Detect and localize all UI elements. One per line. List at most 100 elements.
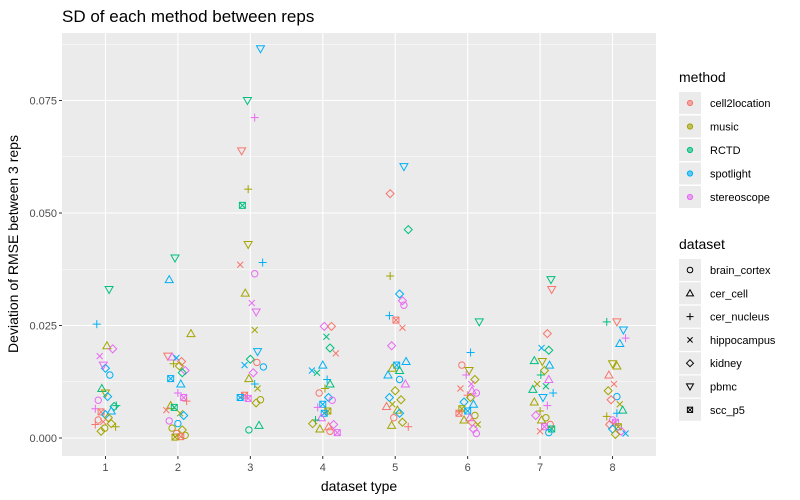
data-point	[248, 299, 256, 307]
data-point	[470, 374, 480, 385]
data-point	[546, 286, 557, 295]
data-point	[251, 326, 259, 334]
legend-key-shape	[686, 266, 694, 274]
y-tick-label: 0.050	[29, 208, 57, 220]
legend-dataset-label: cer_cell	[710, 288, 748, 300]
data-point	[91, 420, 100, 429]
data-point	[471, 411, 479, 420]
x-tick-label: 6	[465, 462, 471, 474]
data-point	[167, 351, 177, 361]
data-point	[251, 308, 261, 318]
data-point	[241, 361, 248, 369]
data-point	[94, 396, 102, 404]
data-point	[537, 358, 548, 367]
data-point	[236, 261, 244, 269]
data-point	[326, 321, 337, 332]
data-point	[171, 433, 179, 441]
legend-key-dot	[686, 99, 694, 107]
legend-dataset: dataset brain_cortex cer_cell cer_nucleushi…	[679, 236, 776, 421]
legend-key-dot	[686, 170, 694, 177]
data-point	[394, 289, 405, 299]
data-point	[529, 396, 540, 406]
data-point	[243, 241, 254, 250]
data-point	[244, 373, 254, 383]
data-point	[399, 163, 409, 172]
data-point	[381, 401, 392, 410]
legend-method-label: cell2location	[710, 98, 771, 110]
x-axis-title: dataset type	[321, 478, 397, 494]
data-point	[250, 270, 259, 278]
data-point	[612, 318, 622, 327]
data-point	[466, 348, 475, 357]
data-point	[170, 254, 180, 264]
legend-key-bg	[679, 375, 701, 398]
legend-key-shape	[685, 383, 695, 392]
data-point	[259, 363, 268, 371]
data-point	[394, 408, 405, 418]
data-point	[462, 371, 471, 379]
data-points	[91, 45, 630, 441]
legend-method-label: stereoscope	[710, 192, 770, 204]
data-point	[106, 371, 114, 379]
data-point	[603, 386, 613, 396]
data-point	[386, 272, 395, 280]
data-point	[106, 418, 116, 429]
data-point	[100, 389, 111, 399]
data-point	[253, 358, 261, 367]
legend-dataset-label: scc_p5	[710, 405, 745, 417]
legend-dataset-label: hippocampus	[710, 335, 776, 347]
legend-key-shape	[686, 313, 694, 321]
data-point	[319, 321, 329, 332]
data-point	[325, 378, 335, 388]
data-point	[174, 419, 182, 428]
data-point	[333, 429, 341, 437]
data-point	[315, 389, 323, 397]
y-tick-label: 0.075	[29, 96, 57, 108]
legend-dataset-label: pbmc	[710, 382, 737, 394]
data-point	[531, 410, 541, 421]
data-point	[102, 391, 113, 402]
data-point	[313, 403, 322, 412]
data-point	[326, 427, 334, 435]
data-point	[252, 348, 263, 357]
legend-method-label: spotlight	[710, 169, 751, 181]
legend-method-label: music	[710, 122, 739, 134]
data-point	[399, 324, 406, 332]
data-point	[538, 394, 548, 403]
data-point	[167, 375, 175, 383]
data-point	[174, 361, 185, 371]
data-point	[457, 385, 464, 392]
data-point	[236, 394, 244, 401]
data-point	[240, 288, 251, 297]
data-point	[96, 352, 104, 360]
data-point	[106, 405, 117, 415]
data-point	[604, 369, 614, 379]
data-point	[308, 367, 316, 374]
data-point	[313, 369, 321, 377]
data-point	[248, 368, 258, 378]
legend-dataset-label: cer_nucleus	[710, 312, 770, 324]
data-point	[544, 360, 555, 369]
data-point	[536, 407, 545, 415]
data-point	[98, 361, 109, 371]
data-point	[173, 389, 182, 397]
data-point	[104, 286, 114, 295]
data-point	[250, 113, 259, 122]
data-point	[616, 400, 624, 408]
data-point	[472, 389, 481, 397]
data-point	[529, 355, 540, 365]
legend-key-dot	[686, 123, 694, 130]
x-tick-label: 1	[102, 462, 108, 474]
data-point	[610, 380, 618, 388]
data-point	[170, 403, 178, 411]
data-point	[400, 378, 411, 388]
data-point	[542, 328, 553, 339]
data-point	[397, 417, 408, 427]
y-axis-ticks: 0.000 0.025 0.050 0.075	[29, 96, 62, 445]
data-point	[468, 399, 479, 408]
data-point	[332, 350, 340, 357]
legend-dataset-label: kidney	[710, 358, 742, 370]
data-point	[323, 333, 330, 341]
y-axis-title: Deviation of RMSE between 3 reps	[5, 135, 21, 353]
